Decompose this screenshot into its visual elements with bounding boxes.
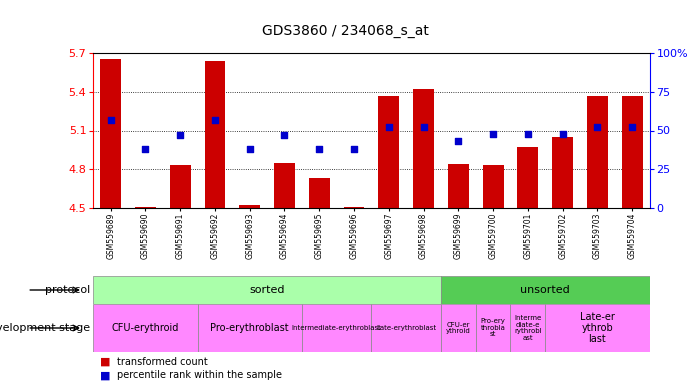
Text: CFU-er
ythroid: CFU-er ythroid xyxy=(446,322,471,334)
Point xyxy=(279,132,290,138)
Text: Late-erythroblast: Late-erythroblast xyxy=(376,325,436,331)
Bar xyxy=(170,166,191,208)
Point xyxy=(244,146,255,152)
Bar xyxy=(511,304,545,352)
Bar xyxy=(482,166,504,208)
Bar xyxy=(135,207,156,208)
Text: GDS3860 / 234068_s_at: GDS3860 / 234068_s_at xyxy=(262,24,429,38)
Bar xyxy=(545,304,650,352)
Point xyxy=(522,131,533,137)
Bar xyxy=(205,61,225,208)
Text: Intermediate-erythroblast: Intermediate-erythroblast xyxy=(292,325,381,331)
Point xyxy=(592,124,603,131)
Bar xyxy=(343,207,364,208)
Bar xyxy=(622,96,643,208)
Text: protocol: protocol xyxy=(45,285,90,295)
Text: Late-er
ythrob
last: Late-er ythrob last xyxy=(580,312,615,344)
Bar xyxy=(413,89,434,208)
Point xyxy=(348,146,359,152)
Point xyxy=(453,138,464,144)
Bar xyxy=(100,60,121,208)
Point xyxy=(105,117,116,123)
Bar xyxy=(309,178,330,208)
Point xyxy=(140,146,151,152)
Point xyxy=(627,124,638,131)
Bar xyxy=(379,96,399,208)
Text: Pro-ery
throbla
st: Pro-ery throbla st xyxy=(481,318,506,338)
Text: Interme
diate-e
rythrobl
ast: Interme diate-e rythrobl ast xyxy=(514,315,542,341)
Bar xyxy=(587,96,608,208)
Point xyxy=(314,146,325,152)
Bar xyxy=(372,304,441,352)
Bar xyxy=(239,205,260,208)
Bar xyxy=(441,304,475,352)
Text: ■: ■ xyxy=(100,357,111,367)
Bar xyxy=(93,276,441,304)
Point xyxy=(209,117,220,123)
Text: development stage: development stage xyxy=(0,323,90,333)
Text: ■: ■ xyxy=(100,371,111,381)
Bar xyxy=(198,304,302,352)
Bar xyxy=(302,304,372,352)
Text: CFU-erythroid: CFU-erythroid xyxy=(112,323,179,333)
Text: transformed count: transformed count xyxy=(117,357,208,367)
Bar xyxy=(518,147,538,208)
Point xyxy=(384,124,395,131)
Point xyxy=(557,131,568,137)
Bar xyxy=(448,164,468,208)
Point xyxy=(418,124,429,131)
Text: Pro-erythroblast: Pro-erythroblast xyxy=(211,323,289,333)
Bar xyxy=(441,276,650,304)
Bar xyxy=(274,163,295,208)
Text: unsorted: unsorted xyxy=(520,285,570,295)
Bar xyxy=(93,304,198,352)
Bar xyxy=(475,304,511,352)
Point xyxy=(488,131,499,137)
Bar xyxy=(552,137,573,208)
Text: sorted: sorted xyxy=(249,285,285,295)
Text: percentile rank within the sample: percentile rank within the sample xyxy=(117,371,283,381)
Point xyxy=(175,132,186,138)
